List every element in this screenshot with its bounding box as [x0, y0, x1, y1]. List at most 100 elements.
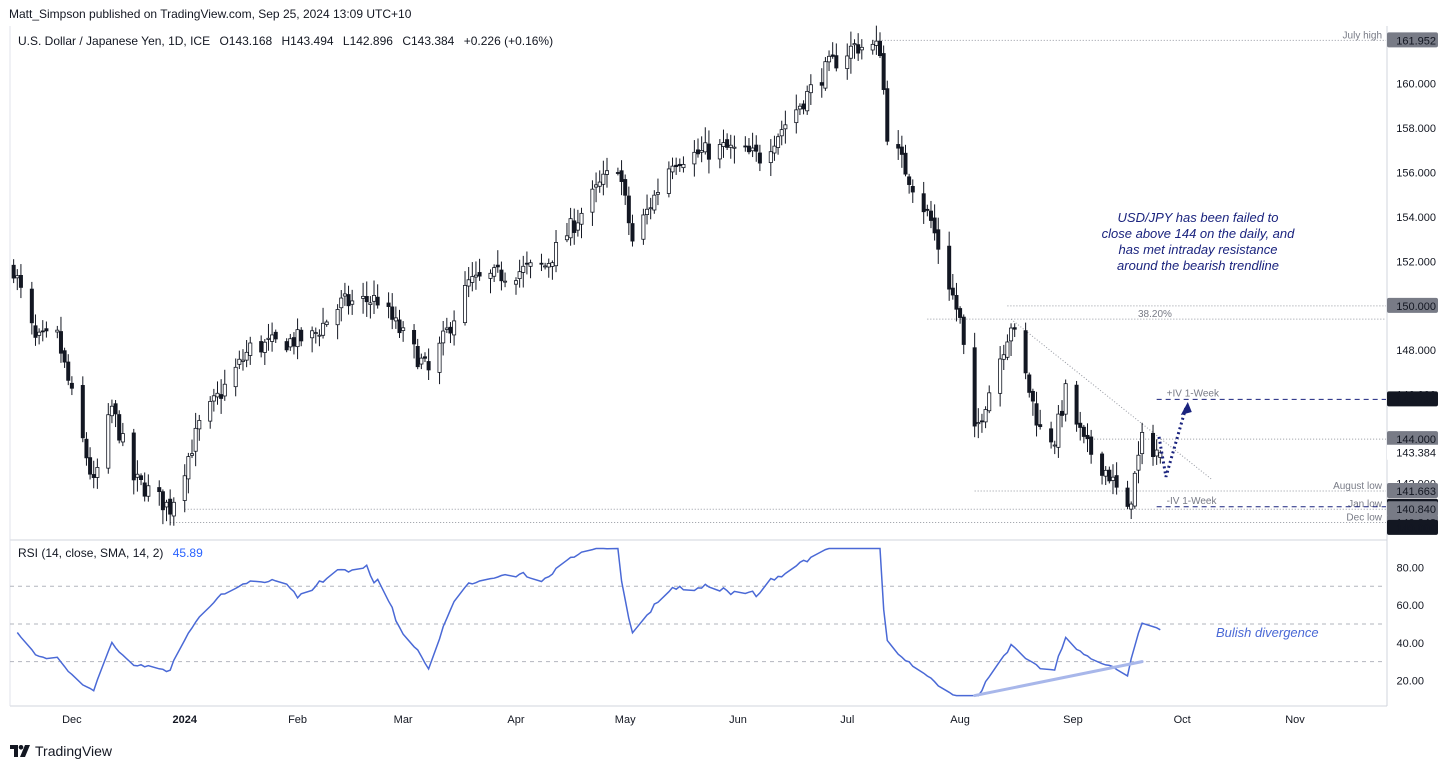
- candle-body: [321, 322, 326, 336]
- candle: [346, 285, 351, 315]
- candle: [339, 290, 344, 322]
- price-label-text: 161.952: [1396, 35, 1436, 47]
- time-tick-label: Jul: [840, 714, 854, 726]
- candle: [521, 255, 526, 288]
- candle: [677, 158, 682, 172]
- candle: [1038, 409, 1043, 430]
- price-label-text: 140.000: [1396, 523, 1436, 535]
- candle-body: [870, 43, 875, 51]
- candle: [503, 272, 508, 288]
- candle-body: [117, 414, 122, 441]
- candle-body: [80, 385, 85, 439]
- candle-body: [1132, 472, 1137, 507]
- price-tick-label: 154.000: [1396, 212, 1436, 224]
- candle-body: [375, 296, 380, 306]
- candle: [928, 200, 933, 229]
- candle-body: [66, 361, 71, 381]
- candle: [1114, 462, 1119, 495]
- candle: [910, 179, 915, 203]
- candle: [597, 170, 602, 193]
- candle-body: [579, 212, 584, 225]
- candle-body: [299, 329, 304, 342]
- candle: [44, 321, 49, 338]
- price-label-box: [1387, 391, 1438, 407]
- candle-body: [910, 186, 915, 193]
- candle-body: [856, 44, 861, 54]
- candle: [80, 376, 85, 443]
- candle-body: [757, 152, 762, 164]
- candle-body: [594, 184, 599, 188]
- candle: [422, 352, 427, 363]
- candle: [648, 197, 653, 220]
- candle: [1012, 323, 1017, 338]
- candle-body: [721, 142, 726, 147]
- candle: [874, 25, 879, 55]
- candle: [168, 489, 173, 526]
- candle: [972, 332, 977, 438]
- candle: [397, 309, 402, 338]
- candle-body: [1110, 476, 1115, 481]
- candle-body: [1027, 374, 1032, 393]
- candle-body: [827, 55, 832, 63]
- candle-body: [801, 103, 806, 110]
- candle-body: [848, 45, 853, 59]
- candle: [1063, 379, 1068, 422]
- candle: [808, 74, 813, 105]
- price-label-box: [1387, 482, 1438, 498]
- candle: [1110, 464, 1115, 495]
- close-value: C143.384: [402, 34, 455, 48]
- candle: [513, 277, 518, 295]
- candle-body: [550, 262, 555, 267]
- level-label: Jan low: [1348, 499, 1383, 510]
- candle-body: [699, 150, 704, 153]
- candle-body: [262, 341, 267, 353]
- candle: [801, 100, 806, 115]
- candle-body: [84, 438, 89, 459]
- rsi-label[interactable]: RSI (14, close, SMA, 14, 2): [18, 546, 164, 560]
- candle: [881, 45, 886, 95]
- candle: [852, 39, 857, 59]
- candle-body: [295, 329, 300, 348]
- candle: [368, 296, 373, 319]
- price-label-text: 140.840: [1396, 504, 1436, 516]
- candle-body: [1049, 428, 1054, 443]
- candle: [291, 332, 296, 355]
- candle-body: [342, 293, 347, 297]
- candle-body: [954, 295, 959, 310]
- candle-body: [1129, 503, 1134, 510]
- candle-body: [746, 145, 751, 153]
- tradingview-logo[interactable]: TradingView: [10, 743, 112, 759]
- candle: [772, 135, 777, 161]
- candle-body: [554, 242, 559, 267]
- candle: [1151, 424, 1156, 466]
- candle-body: [222, 383, 227, 397]
- candle-body: [885, 88, 890, 142]
- candle: [1081, 424, 1086, 444]
- candle: [1125, 480, 1130, 510]
- projection-arrow: [1157, 407, 1188, 478]
- candle: [848, 31, 853, 74]
- candle: [706, 130, 711, 174]
- symbol-name[interactable]: U.S. Dollar / Japanese Yen, 1D, ICE: [18, 34, 211, 48]
- candle: [517, 259, 522, 288]
- candle-body: [976, 422, 981, 425]
- price-label: 140.000: [1387, 519, 1438, 535]
- candle-body: [623, 179, 628, 196]
- candle-body: [696, 149, 701, 155]
- candle: [415, 338, 420, 370]
- candle-body: [473, 274, 478, 278]
- candle-body: [928, 210, 933, 221]
- price-axis: 142.000144.000146.000148.000150.000152.0…: [1387, 32, 1438, 687]
- time-tick-label: Oct: [1174, 714, 1191, 726]
- candle: [131, 428, 136, 495]
- price-label-box: [1387, 501, 1438, 517]
- candle: [273, 329, 278, 343]
- candle: [95, 458, 100, 489]
- candle: [961, 314, 966, 355]
- candle-body: [899, 146, 904, 155]
- candle-body: [878, 40, 883, 57]
- candle-body: [681, 164, 686, 169]
- candle: [830, 42, 835, 59]
- candle-body: [703, 142, 708, 153]
